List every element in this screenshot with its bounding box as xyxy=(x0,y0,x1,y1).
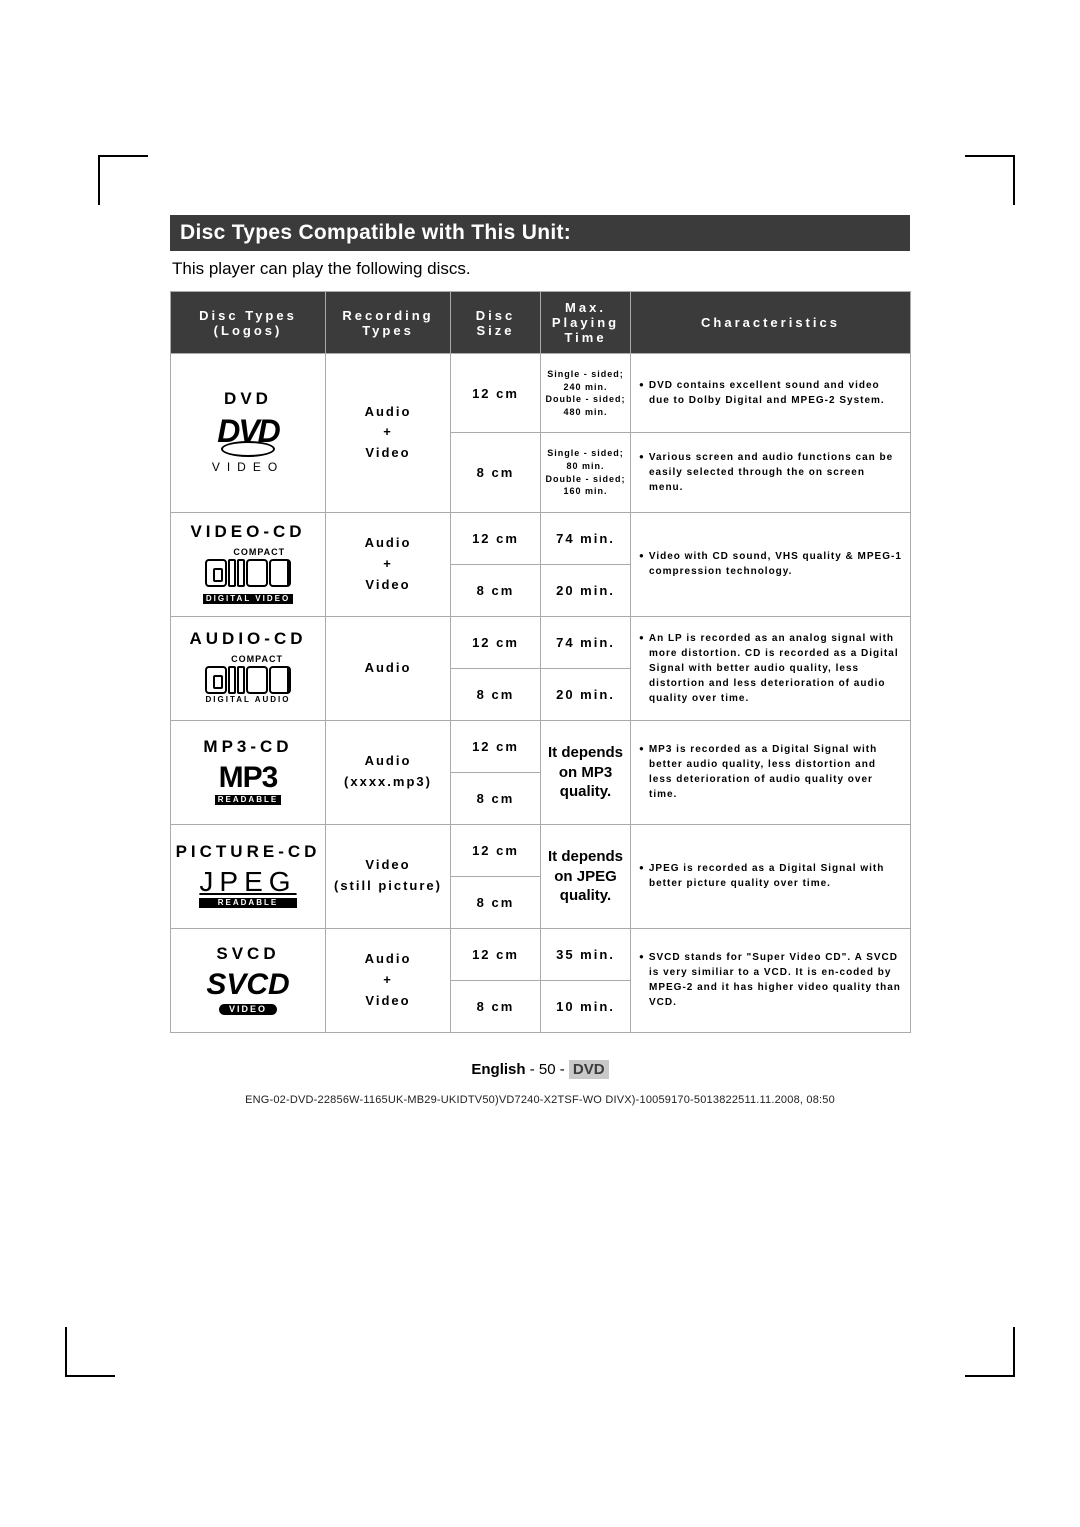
svcd-recording: Audio + Video xyxy=(326,928,451,1032)
dvd-recording: Audio + Video xyxy=(326,354,451,513)
vcd-char: Video with CD sound, VHS quality & MPEG-… xyxy=(631,512,911,616)
mp3-time: It depends on MP3 quality. xyxy=(541,720,631,824)
dvd-size-12: 12 cm xyxy=(451,354,541,433)
svcd-size-12: 12 cm xyxy=(451,928,541,980)
crop-mark-tl xyxy=(98,155,148,205)
acd-label: AUDIO-CD xyxy=(175,629,321,649)
crop-mark-br xyxy=(965,1327,1015,1377)
dvd-time-12: Single - sided; 240 min. Double - sided;… xyxy=(541,354,631,433)
header-size: Disc Size xyxy=(451,292,541,354)
svcd-logo-icon: SVCD VIDEO xyxy=(206,970,289,1016)
intro-text: This player can play the following discs… xyxy=(170,251,910,291)
svcd-label: SVCD xyxy=(175,944,321,964)
jpeg-logo-icon: JPEG READABLE xyxy=(199,868,296,908)
svcd-char: SVCD stands for "Super Video CD". A SVCD… xyxy=(631,928,911,1032)
section-title: Disc Types Compatible with This Unit: xyxy=(170,215,910,251)
mp3-char: MP3 is recorded as a Digital Signal with… xyxy=(631,720,911,824)
vcd-logo-cell: VIDEO-CD COMPACT DIGITAL VIDEO xyxy=(171,512,326,616)
header-recording: Recording Types xyxy=(326,292,451,354)
vcd-time-12: 74 min. xyxy=(541,512,631,564)
jpeg-label: PICTURE-CD xyxy=(175,842,321,862)
crop-mark-bl xyxy=(65,1327,115,1377)
vcd-time-8: 20 min. xyxy=(541,564,631,616)
jpeg-logo-cell: PICTURE-CD JPEG READABLE xyxy=(171,824,326,928)
dvd-label: DVD xyxy=(175,389,321,409)
vcd-logo-icon: COMPACT DIGITAL VIDEO xyxy=(203,548,293,605)
acd-logo-cell: AUDIO-CD COMPACT DIGITAL AUDIO xyxy=(171,616,326,720)
acd-char: An LP is recorded as an analog signal wi… xyxy=(631,616,911,720)
dvd-logo-icon: DVD VIDEO xyxy=(212,415,284,473)
mp3-size-12: 12 cm xyxy=(451,720,541,772)
dvd-time-8: Single - sided; 80 min. Double - sided; … xyxy=(541,433,631,512)
footer-lang: English xyxy=(471,1061,525,1078)
acd-logo-icon: COMPACT DIGITAL AUDIO xyxy=(205,655,291,704)
acd-size-8: 8 cm xyxy=(451,668,541,720)
svcd-time-12: 35 min. xyxy=(541,928,631,980)
svcd-logo-cell: SVCD SVCD VIDEO xyxy=(171,928,326,1032)
footer-sep: - 50 - xyxy=(526,1061,569,1078)
acd-time-8: 20 min. xyxy=(541,668,631,720)
acd-time-12: 74 min. xyxy=(541,616,631,668)
mp3-size-8: 8 cm xyxy=(451,772,541,824)
vcd-recording: Audio + Video xyxy=(326,512,451,616)
dvd-size-8: 8 cm xyxy=(451,433,541,512)
acd-size-12: 12 cm xyxy=(451,616,541,668)
vcd-size-8: 8 cm xyxy=(451,564,541,616)
jpeg-size-8: 8 cm xyxy=(451,876,541,928)
mp3-logo-cell: MP3-CD MP3 READABLE xyxy=(171,720,326,824)
vcd-size-12: 12 cm xyxy=(451,512,541,564)
dvd-char-8: Various screen and audio functions can b… xyxy=(631,433,911,512)
footer-section: DVD xyxy=(569,1060,609,1079)
dvd-logo-cell: DVD DVD VIDEO xyxy=(171,354,326,513)
jpeg-recording: Video (still picture) xyxy=(326,824,451,928)
page-footer: English - 50 - DVD xyxy=(170,1061,910,1078)
header-time: Max. Playing Time xyxy=(541,292,631,354)
vcd-label: VIDEO-CD xyxy=(175,522,321,542)
jpeg-size-12: 12 cm xyxy=(451,824,541,876)
mp3-recording: Audio (xxxx.mp3) xyxy=(326,720,451,824)
jpeg-char: JPEG is recorded as a Digital Signal wit… xyxy=(631,824,911,928)
svcd-size-8: 8 cm xyxy=(451,980,541,1032)
disc-compatibility-table: Disc Types (Logos) Recording Types Disc … xyxy=(170,291,911,1033)
footer-code: ENG-02-DVD-22856W-1165UK-MB29-UKIDTV50)V… xyxy=(170,1094,910,1106)
header-logos: Disc Types (Logos) xyxy=(171,292,326,354)
dvd-char-12: DVD contains excellent sound and video d… xyxy=(631,354,911,433)
mp3-label: MP3-CD xyxy=(175,737,321,757)
crop-mark-tr xyxy=(965,155,1015,205)
svcd-time-8: 10 min. xyxy=(541,980,631,1032)
acd-recording: Audio xyxy=(326,616,451,720)
mp3-logo-icon: MP3 READABLE xyxy=(215,763,281,805)
header-characteristics: Characteristics xyxy=(631,292,911,354)
page-content: Disc Types Compatible with This Unit: Th… xyxy=(170,215,910,1106)
jpeg-time: It depends on JPEG quality. xyxy=(541,824,631,928)
